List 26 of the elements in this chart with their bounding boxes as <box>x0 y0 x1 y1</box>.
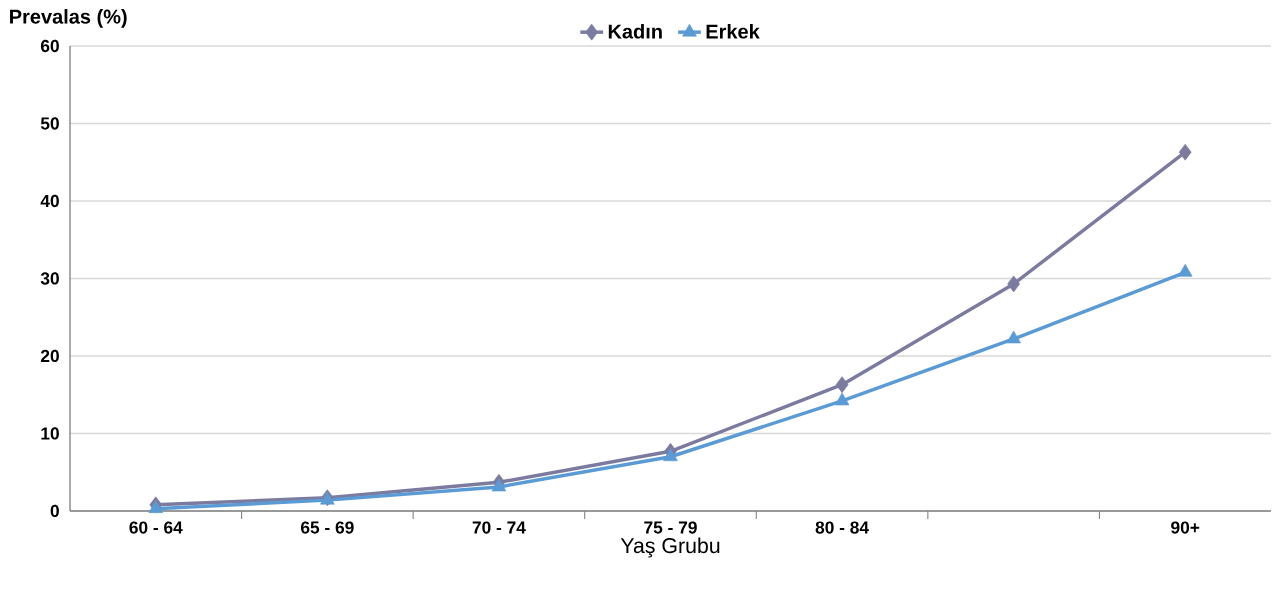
y-axis-title: Prevalas (%) <box>10 9 127 28</box>
y-tick-label: 10 <box>41 427 59 440</box>
point <box>1177 263 1193 277</box>
legend-label: Erkek <box>706 23 760 39</box>
point <box>835 376 849 394</box>
x-tick-label: 80 - 84 <box>815 521 869 534</box>
y-tick-label: 20 <box>40 349 59 363</box>
x-tick-label: 70 - 74 <box>472 521 526 534</box>
x-tick-label: 65 - 69 <box>301 521 354 534</box>
point <box>1006 330 1021 344</box>
x-tick-label: 90+ <box>1171 521 1200 534</box>
y-tick-label: 30 <box>40 272 59 285</box>
legend-label: Kadın <box>608 23 662 39</box>
x-tick-label: 60 - 64 <box>129 521 183 534</box>
point <box>834 392 850 406</box>
point <box>1178 143 1192 161</box>
x-axis-title: Yaş Grubu <box>620 537 720 558</box>
point <box>148 500 164 513</box>
y-tick-label: 0 <box>50 504 59 518</box>
x-tick-label: 75 - 79 <box>644 521 697 534</box>
y-tick-label: 40 <box>40 194 59 208</box>
point <box>663 448 678 462</box>
y-tick-label: 50 <box>40 117 59 130</box>
point <box>1007 275 1020 293</box>
point <box>491 478 507 492</box>
y-tick-label: 60 <box>40 39 59 53</box>
